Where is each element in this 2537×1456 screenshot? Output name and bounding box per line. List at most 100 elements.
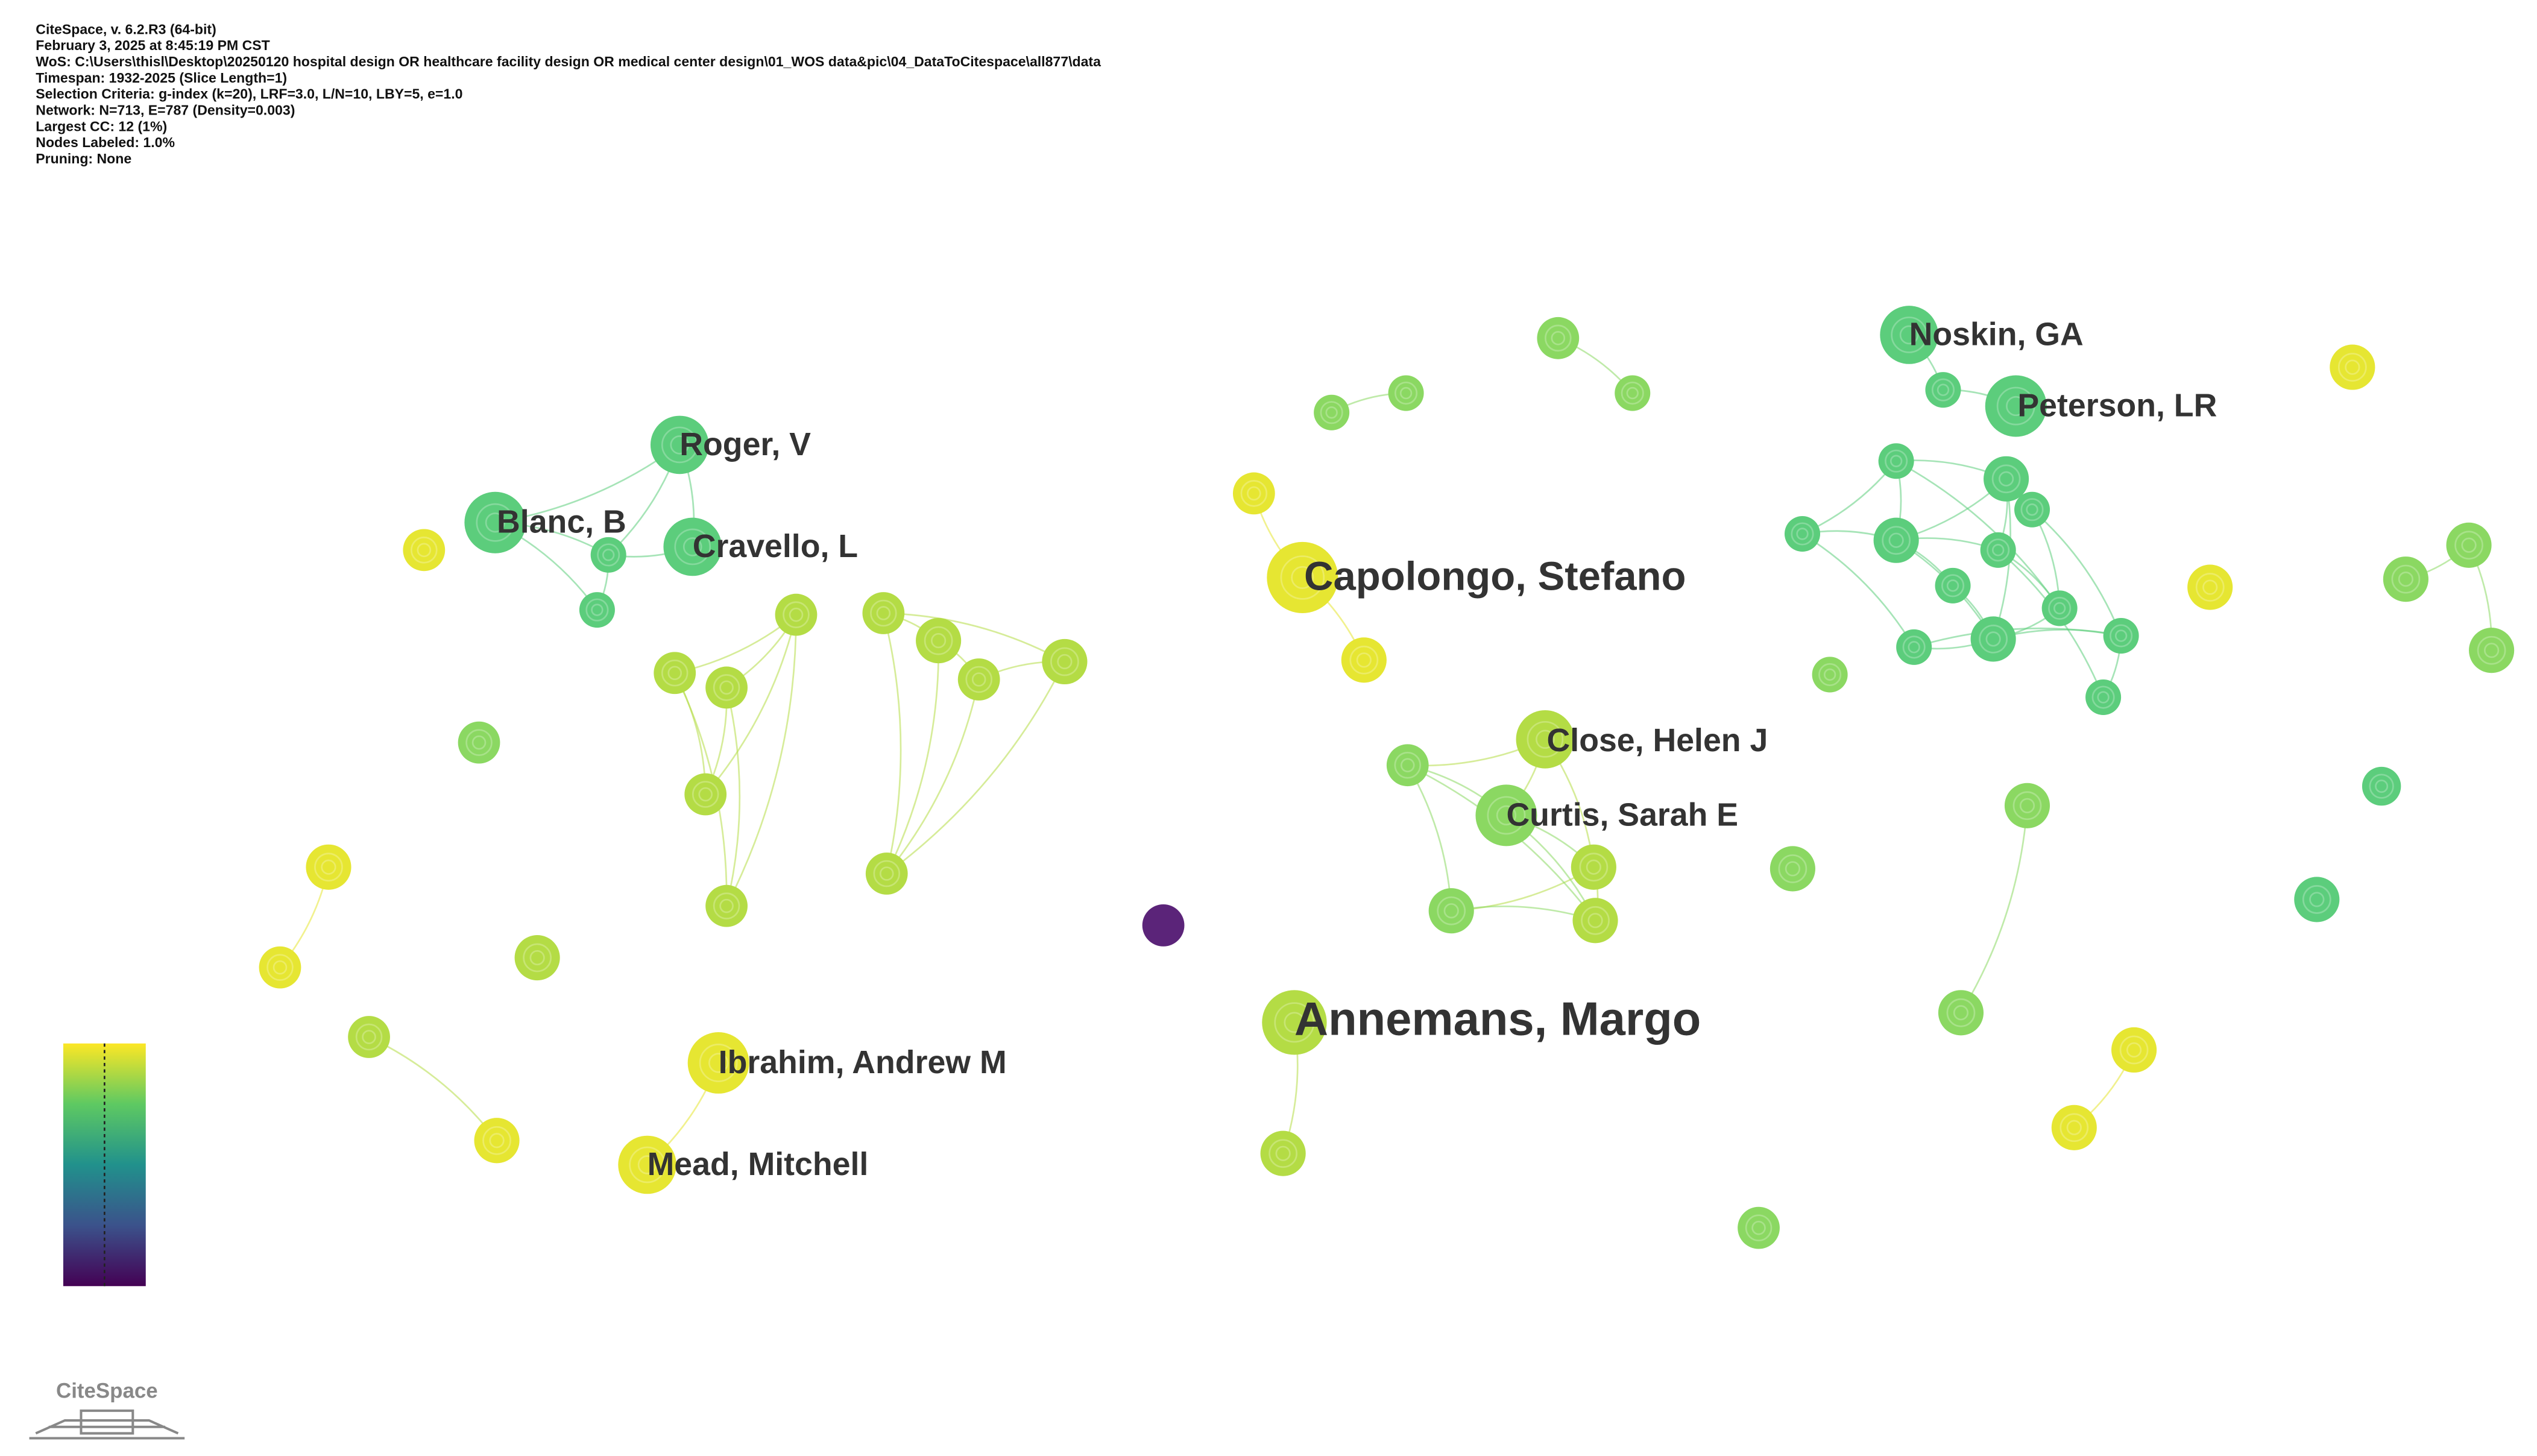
node-ring	[465, 729, 493, 756]
node	[1770, 846, 1815, 892]
node-ring	[1987, 538, 2010, 562]
node-ring	[2369, 774, 2394, 799]
node	[2111, 1027, 2157, 1073]
header-line: Network: N=713, E=787 (Density=0.003)	[36, 102, 295, 118]
node-ring	[1985, 631, 2001, 647]
edge	[1914, 627, 2122, 648]
node	[705, 884, 748, 927]
node	[654, 652, 696, 695]
node-ring	[1626, 386, 1639, 400]
node-ring	[362, 1030, 376, 1044]
node	[1738, 1206, 1780, 1249]
edge	[725, 614, 797, 907]
edge	[886, 679, 980, 874]
node	[2362, 766, 2401, 806]
node-ring	[1946, 579, 1959, 592]
node-ring	[2097, 691, 2110, 704]
logo-text: CiteSpace	[56, 1379, 158, 1402]
node-ring	[2391, 564, 2421, 594]
node	[1475, 784, 1537, 846]
node-ring	[1778, 854, 1807, 883]
node-ring	[2345, 359, 2360, 375]
edge	[2031, 509, 2122, 637]
node	[775, 593, 818, 636]
node-ring	[1882, 526, 1911, 555]
node-ring	[876, 606, 891, 620]
node	[474, 1118, 520, 1164]
node-ring	[2060, 1113, 2089, 1142]
node	[259, 946, 301, 989]
node-ring	[2048, 596, 2072, 620]
node-ring	[482, 1126, 511, 1155]
node-ring	[1394, 751, 1422, 779]
node-ring	[789, 607, 804, 622]
node	[579, 592, 615, 628]
node-ring	[1587, 913, 1603, 928]
node-ring	[971, 672, 986, 687]
node	[1571, 844, 1616, 890]
node-ring	[2398, 572, 2413, 587]
node	[957, 658, 1000, 701]
node	[663, 517, 722, 576]
node-ring	[2126, 1042, 2142, 1058]
node	[2085, 679, 2122, 716]
node-ring	[476, 503, 515, 542]
node-ring	[321, 859, 336, 875]
node-label: Annemans, Margo	[1294, 993, 1701, 1045]
node-label: Capolongo, Stefano	[1304, 553, 1686, 599]
node	[2103, 618, 2139, 654]
node-ring	[2053, 602, 2066, 615]
node-ring	[1941, 574, 1965, 597]
node-ring	[2012, 791, 2042, 821]
node	[2051, 1105, 2097, 1150]
node-ring	[708, 1053, 729, 1073]
node	[464, 491, 526, 553]
node	[2187, 564, 2233, 610]
node-ring	[1889, 455, 1903, 467]
node-ring	[1899, 325, 1919, 345]
header: CiteSpace, v. 6.2.R3 (64-bit)February 3,…	[36, 21, 1101, 166]
edge	[886, 640, 940, 874]
node	[687, 1032, 749, 1094]
node-label: Noskin, GA	[1909, 316, 2084, 352]
node-ring	[2119, 1035, 2149, 1065]
node-ring	[1953, 1005, 1969, 1021]
node-ring	[713, 674, 740, 701]
node-ring	[873, 860, 901, 887]
node-ring	[2019, 798, 2035, 813]
node	[1984, 456, 2029, 502]
node-ring	[698, 787, 713, 802]
header-line: Nodes Labeled: 1.0%	[36, 134, 175, 150]
node-ring	[1268, 1139, 1298, 1168]
header-line: Pruning: None	[36, 151, 131, 166]
node-ring	[1621, 381, 1644, 405]
node-ring	[1551, 331, 1566, 345]
node-ring	[1284, 1012, 1305, 1033]
node-ring	[1579, 852, 1609, 882]
node	[618, 1135, 676, 1194]
node-ring	[674, 528, 711, 566]
node	[684, 773, 727, 816]
node-ring	[1902, 635, 1926, 659]
node-ring	[1891, 317, 1927, 353]
node	[1935, 567, 1971, 604]
header-line: February 3, 2025 at 8:45:19 PM CST	[36, 37, 269, 53]
node-ring	[1823, 668, 1836, 681]
node-ring	[1991, 464, 2021, 494]
node-ring	[2202, 579, 2218, 595]
node-ring	[2026, 503, 2038, 516]
node-ring	[879, 866, 894, 881]
node	[1784, 515, 1821, 552]
node-ring	[489, 1133, 505, 1149]
node-ring	[1280, 555, 1325, 600]
node	[2330, 344, 2375, 390]
node-ring	[713, 892, 740, 919]
node	[1880, 306, 1938, 364]
node-ring	[1496, 805, 1517, 826]
node-ring	[1931, 378, 1955, 402]
node-ring	[1908, 641, 1920, 654]
node	[1878, 443, 1914, 479]
node-ring	[692, 781, 719, 808]
node-ring	[1998, 471, 2014, 487]
node-ring	[1791, 522, 1814, 546]
